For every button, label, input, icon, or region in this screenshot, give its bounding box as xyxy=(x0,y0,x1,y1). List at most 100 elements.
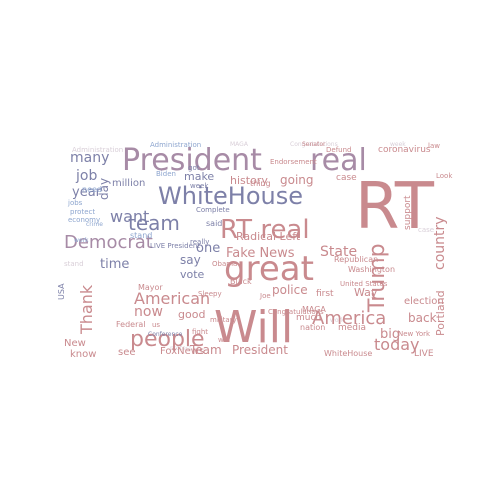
word: Thank xyxy=(77,284,96,335)
word: many xyxy=(70,150,109,166)
word: stand xyxy=(64,260,84,268)
word: job xyxy=(75,168,97,184)
word: nation xyxy=(300,323,325,332)
word: work xyxy=(330,317,345,324)
word: WhiteHouse xyxy=(158,182,303,210)
word: got xyxy=(188,164,200,172)
cloud-area: Administration MAGA Congratulations week… xyxy=(57,141,453,360)
word: country xyxy=(432,216,448,270)
word: day xyxy=(97,178,111,200)
word: Congratulations xyxy=(268,308,324,316)
word: Sleepy xyxy=(198,290,222,298)
word: know xyxy=(70,349,96,360)
word: President xyxy=(122,143,262,178)
word: time xyxy=(100,257,129,272)
word: Complete xyxy=(196,206,230,214)
word: much xyxy=(296,313,321,323)
word: thing xyxy=(250,179,271,188)
word: need xyxy=(82,185,102,194)
word: million xyxy=(112,178,145,189)
word: United States xyxy=(340,280,388,288)
word: RT xyxy=(355,170,435,244)
word: support xyxy=(403,195,413,230)
word: protect xyxy=(170,345,192,352)
word: team xyxy=(128,211,180,235)
word: case xyxy=(336,173,357,183)
word: see xyxy=(118,347,136,358)
word: Trump xyxy=(365,243,390,313)
word: Joe xyxy=(259,292,271,300)
word: case xyxy=(418,226,434,234)
word: MAGA xyxy=(302,305,326,314)
word: American xyxy=(134,289,210,308)
word: big xyxy=(380,327,400,342)
word: today xyxy=(374,335,420,354)
word: LIVE xyxy=(414,349,434,359)
word: win xyxy=(218,336,230,344)
word: fight xyxy=(192,328,208,336)
word: want xyxy=(110,207,149,226)
word: back xyxy=(408,311,437,325)
word: Senator xyxy=(302,141,326,148)
word: America xyxy=(312,308,386,329)
word: week xyxy=(190,182,209,190)
word: one xyxy=(196,241,220,256)
word: stand xyxy=(130,231,152,240)
word: really xyxy=(190,238,209,246)
word: first xyxy=(316,289,334,299)
word: Democrat xyxy=(64,232,153,253)
word: Congratulations xyxy=(290,141,338,148)
word: jobs xyxy=(67,199,83,207)
word: Endorsement xyxy=(270,158,317,166)
word: week xyxy=(390,141,406,148)
word: Fake News xyxy=(226,246,295,261)
word: FoxNews xyxy=(160,346,204,357)
word: make xyxy=(184,170,214,183)
word: election xyxy=(404,296,444,307)
word: good xyxy=(178,308,205,321)
word: real xyxy=(310,143,367,178)
word: Conference xyxy=(148,331,183,338)
word: said xyxy=(206,219,222,228)
word: Look xyxy=(436,172,453,180)
word: media xyxy=(338,323,366,333)
word: police xyxy=(272,283,308,297)
word: vote xyxy=(180,268,205,281)
word: Federal xyxy=(116,320,146,329)
word: going xyxy=(280,173,314,187)
word: Will xyxy=(214,302,293,353)
word: MAGA xyxy=(230,141,249,148)
word: coronavirus xyxy=(378,145,431,155)
word: Administration xyxy=(72,146,123,154)
word: history xyxy=(230,174,268,187)
word: RT real xyxy=(220,215,310,245)
word: us xyxy=(152,321,160,329)
word: President xyxy=(232,343,288,357)
word: protect xyxy=(70,208,95,216)
word: Way xyxy=(354,286,378,299)
word: LIVE President xyxy=(150,242,200,250)
word: State xyxy=(320,244,357,260)
word: now xyxy=(134,304,163,320)
word: Mayor xyxy=(138,283,163,292)
word: New xyxy=(64,338,86,349)
word: law xyxy=(428,142,440,150)
word: USA xyxy=(57,283,66,300)
word: Administration xyxy=(150,141,201,149)
word: Defund xyxy=(326,146,351,154)
word: military xyxy=(210,316,237,324)
word: year xyxy=(72,185,102,200)
word: Obama xyxy=(212,260,237,268)
word: Portland xyxy=(434,290,447,336)
word: Team xyxy=(189,343,222,357)
word: Black xyxy=(230,277,252,286)
word: Republican xyxy=(334,255,378,264)
word: great xyxy=(224,249,314,289)
word: economy xyxy=(68,216,100,224)
word: Washington xyxy=(348,265,395,274)
word: work xyxy=(74,237,89,244)
word: crime xyxy=(86,221,103,228)
word: people xyxy=(130,327,205,352)
word: say xyxy=(180,253,201,267)
